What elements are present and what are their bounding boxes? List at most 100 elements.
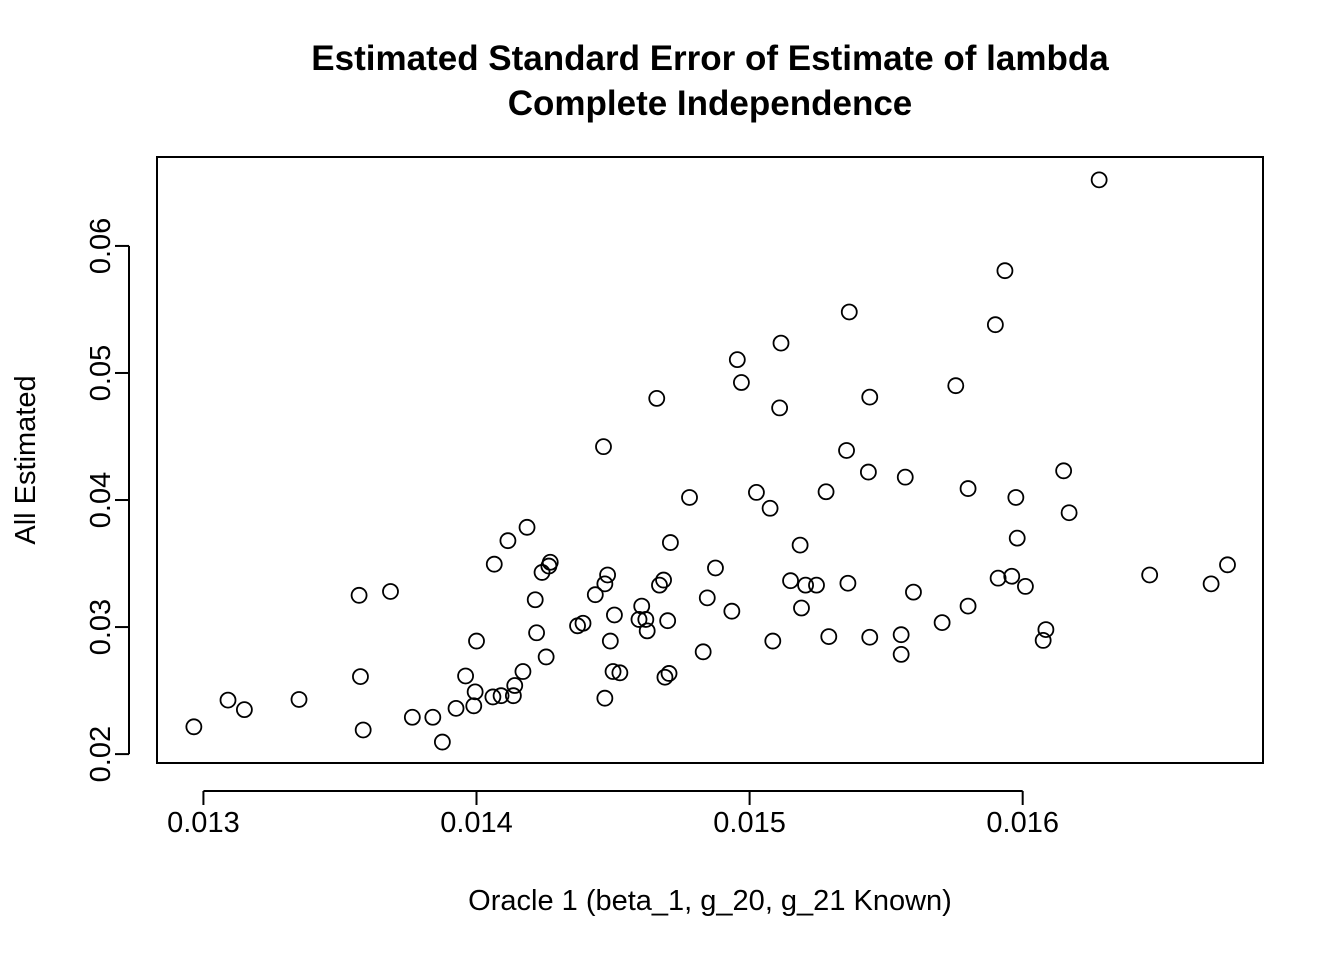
data-point xyxy=(1034,632,1052,649)
data-point xyxy=(892,645,910,663)
data-point xyxy=(905,583,922,601)
data-point xyxy=(1017,578,1034,595)
data-point xyxy=(861,628,879,646)
data-point xyxy=(723,602,741,620)
data-point xyxy=(817,483,835,501)
data-point xyxy=(504,687,522,705)
data-point xyxy=(518,518,536,536)
x-tick-label: 0.016 xyxy=(986,807,1059,839)
data-point xyxy=(290,691,308,708)
data-point xyxy=(485,555,503,573)
data-point xyxy=(761,499,779,517)
data-point xyxy=(662,534,679,551)
data-point xyxy=(791,536,809,554)
data-point xyxy=(840,303,858,321)
data-point xyxy=(596,689,614,707)
data-point xyxy=(492,687,510,705)
data-point xyxy=(1219,556,1236,574)
data-point xyxy=(637,611,655,628)
data-point xyxy=(1003,567,1021,585)
y-tick-label: 0.06 xyxy=(85,218,117,274)
data-point xyxy=(1037,621,1055,639)
data-point xyxy=(728,351,746,369)
data-point xyxy=(596,575,614,593)
data-point xyxy=(698,589,716,607)
data-point xyxy=(896,468,914,486)
y-tick-label: 0.05 xyxy=(85,345,117,401)
data-point xyxy=(659,612,677,630)
x-tick-label: 0.014 xyxy=(440,807,513,839)
chart-subtitle: Complete Independence xyxy=(508,84,913,123)
data-point xyxy=(537,648,555,666)
data-point xyxy=(382,583,399,600)
data-point xyxy=(771,399,789,417)
data-point xyxy=(947,377,965,395)
data-point xyxy=(651,576,668,594)
data-point xyxy=(986,316,1004,334)
data-point xyxy=(219,691,237,709)
data-point xyxy=(354,721,372,739)
data-point xyxy=(235,701,253,719)
data-point xyxy=(526,591,544,609)
data-point xyxy=(959,480,977,497)
data-point xyxy=(707,559,724,577)
data-point xyxy=(933,614,951,632)
data-point xyxy=(959,597,977,615)
data-point xyxy=(989,569,1007,587)
data-point xyxy=(1007,489,1025,506)
data-point xyxy=(820,628,838,645)
data-point xyxy=(604,663,622,680)
data-point xyxy=(1060,504,1078,522)
x-axis: 0.013 0.014 0.015 0.016 xyxy=(167,790,1059,839)
data-point xyxy=(638,622,656,640)
data-point xyxy=(648,389,666,407)
data-point xyxy=(499,532,517,550)
data-point xyxy=(350,586,368,604)
data-point xyxy=(506,677,524,694)
y-tick-label: 0.03 xyxy=(85,599,117,655)
data-point xyxy=(748,483,765,501)
plot-frame xyxy=(156,156,1264,764)
data-point xyxy=(859,463,877,481)
data-point xyxy=(403,708,421,726)
data-point xyxy=(424,708,442,726)
data-point xyxy=(574,614,592,632)
data-point xyxy=(797,576,814,594)
data-point xyxy=(468,632,485,650)
data-point xyxy=(606,606,623,624)
data-point xyxy=(185,718,203,736)
data-point xyxy=(733,374,750,391)
data-point xyxy=(793,599,810,617)
data-point xyxy=(528,624,545,642)
x-tick-label: 0.013 xyxy=(167,807,240,839)
data-point xyxy=(465,697,483,715)
data-point xyxy=(457,667,474,685)
data-point xyxy=(839,574,857,592)
data-point xyxy=(611,664,629,682)
x-axis-label: Oracle 1 (beta_1, g_20, g_21 Known) xyxy=(468,885,952,917)
data-point xyxy=(514,663,532,680)
data-point xyxy=(892,626,910,644)
data-point xyxy=(1008,529,1026,547)
data-point xyxy=(433,733,451,751)
data-point xyxy=(655,571,672,589)
y-tick-label: 0.04 xyxy=(85,472,117,528)
chart-title: Estimated Standard Error of Estimate of … xyxy=(311,39,1109,78)
data-point xyxy=(694,643,712,661)
data-point xyxy=(1202,575,1220,593)
data-point xyxy=(660,665,678,682)
data-point xyxy=(861,388,879,406)
data-point xyxy=(466,683,484,701)
data-point xyxy=(541,553,559,571)
y-axis: 0.02 0.03 0.04 0.05 0.06 xyxy=(85,218,130,782)
data-point xyxy=(601,632,619,650)
data-point xyxy=(782,572,799,590)
data-point xyxy=(352,668,369,686)
data-points xyxy=(185,171,1236,751)
data-point xyxy=(772,334,790,352)
data-point xyxy=(681,489,698,506)
data-point xyxy=(808,576,825,594)
data-point xyxy=(595,438,612,456)
data-point xyxy=(484,688,502,706)
